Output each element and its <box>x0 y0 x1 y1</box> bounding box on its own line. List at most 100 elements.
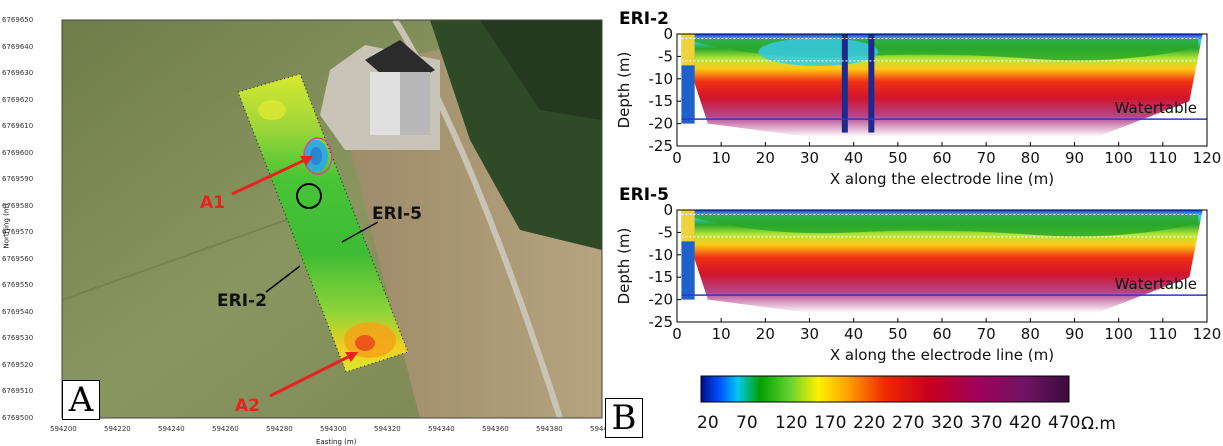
eri5-x-tick-label: 100 <box>1104 325 1133 343</box>
eri2-section: 0 10 20 30 40 50 60 70 80 90 100 110 120 0 -5 -10 -15 -20… <box>615 9 1222 188</box>
eri5-ylabel: Depth (m) <box>615 228 633 305</box>
eri2-x-tick-label: 30 <box>800 149 819 167</box>
panel-a-x-tick: 594280 <box>266 425 293 433</box>
label-eri2: ERI-2 <box>217 291 267 311</box>
eri5-x-tick-label: 80 <box>1021 325 1040 343</box>
eri5-x-tick-label: 120 <box>1193 325 1222 343</box>
eri2-y-tick-label: -20 <box>649 115 674 133</box>
marker-circle <box>296 183 322 209</box>
eri5-x-tick-label: 40 <box>844 325 863 343</box>
aerial-map <box>61 18 603 419</box>
eri2-xlabel: X along the electrode line (m) <box>830 170 1054 188</box>
panel-a-y-tick: 6769510 <box>2 387 34 396</box>
eri2-y-tick-label: -5 <box>658 47 673 65</box>
eri5-x-tick-label: 60 <box>932 325 951 343</box>
eri5-y-tick-label: -25 <box>649 313 674 331</box>
panel-a-x-tick: 594260 <box>212 425 239 433</box>
eri2-y-tick-label: -15 <box>649 92 674 110</box>
label-eri5: ERI-5 <box>372 204 422 224</box>
colorbar-tick-label: 120 <box>775 413 808 433</box>
panel-a-y-tick: 6769640 <box>2 42 34 51</box>
panel-a-y-tick: 6769600 <box>2 148 34 157</box>
panel-a-ylabel: Northing (m) <box>2 203 11 249</box>
eri2-x-tick-label: 0 <box>672 149 682 167</box>
panel-a-y-tick: 6769590 <box>2 175 34 184</box>
colorbar-tick-label: 270 <box>892 413 925 433</box>
panel-a-y-tick: 6769530 <box>2 334 34 343</box>
colorbar-tick-label: 420 <box>1009 413 1042 433</box>
eri5-x-tick-label: 20 <box>756 325 775 343</box>
eri5-green-band <box>690 214 1199 237</box>
panel-a-y-tick: 6769620 <box>2 95 34 104</box>
panel-a-x-tick: 594340 <box>428 425 455 433</box>
panel-a-x-tick: 594300 <box>320 425 347 433</box>
panel-a-x-tick: 594320 <box>374 425 401 433</box>
eri2-x-tick-label: 70 <box>977 149 996 167</box>
panel-b-letter: B <box>605 398 643 438</box>
arrow-a1 <box>231 156 313 196</box>
arrow-eri5 <box>341 221 379 243</box>
colorbar-tick-label: 470 <box>1048 413 1081 433</box>
eri2-x-tick-label: 110 <box>1149 149 1178 167</box>
eri5-y-tick-label: -5 <box>658 223 673 241</box>
eri-survey-strip <box>237 73 409 373</box>
colorbar-tick-label: 220 <box>853 413 886 433</box>
eri2-well-2 <box>868 34 875 133</box>
panel-a-letter: A <box>62 380 100 420</box>
eri2-borehole-log-top <box>681 34 695 66</box>
label-a1: A1 <box>200 193 225 213</box>
eri2-x-tick-label: 10 <box>712 149 731 167</box>
panel-a-x-tick: 594200 <box>50 425 77 433</box>
colorbar-tick-label: 70 <box>736 413 758 433</box>
panel-a-y-tick: 6769500 <box>2 414 34 422</box>
eri2-x-tick-label: 60 <box>932 149 951 167</box>
eri5-x-tick-label: 110 <box>1149 325 1178 343</box>
panel-a-y-tick: 6769570 <box>2 228 34 237</box>
arrow-eri2 <box>265 265 301 293</box>
panel-a-x-tick: 594240 <box>158 425 185 433</box>
eri5-watertable-label: Watertable <box>1115 275 1197 293</box>
arrow-a2 <box>269 352 358 398</box>
panel-a-xlabel: Easting (m) <box>316 438 357 446</box>
panel-a-y-tick: 6769560 <box>2 254 34 263</box>
eri2-x-tick-label: 20 <box>756 149 775 167</box>
eri2-x-tick-label: 100 <box>1104 149 1133 167</box>
eri5-y-tick-label: -15 <box>649 268 674 286</box>
eri2-x-tick-label: 90 <box>1065 149 1084 167</box>
eri2-title: ERI-2 <box>619 9 669 29</box>
panel-a-y-tick: 6769650 <box>2 16 34 24</box>
eri2-x-tick-label: 50 <box>888 149 907 167</box>
eri2-low-zone <box>758 37 879 66</box>
eri5-y-tick-label: -10 <box>649 246 674 264</box>
eri2-well-1 <box>841 34 848 133</box>
eri5-xlabel: X along the electrode line (m) <box>830 346 1054 364</box>
panel-a-x-tick: 594400 <box>590 425 617 433</box>
eri5-title: ERI-5 <box>619 185 669 205</box>
eri2-y-tick-label: 0 <box>663 25 673 43</box>
eri5-x-tick-label: 10 <box>712 325 731 343</box>
eri5-y-tick-label: -20 <box>649 291 674 309</box>
panel-a-map: 6769650 6769640 6769630 6769620 6769610 67696… <box>0 0 617 446</box>
panel-a-y-tick: 6769550 <box>2 281 34 290</box>
label-a2: A2 <box>235 396 260 416</box>
eri2-y-tick-label: -25 <box>649 137 674 155</box>
eri5-section: 0 10 20 30 40 50 60 70 80 90 100 110 120 0 -5 -10 -15 -20… <box>615 185 1222 364</box>
eri2-ylabel: Depth (m) <box>615 52 633 129</box>
eri5-y-tick-label: 0 <box>663 201 673 219</box>
eri5-x-tick-label: 50 <box>888 325 907 343</box>
colorbar-tick-label: 170 <box>814 413 847 433</box>
eri5-x-tick-label: 90 <box>1065 325 1084 343</box>
colorbar-tick-label: 370 <box>970 413 1003 433</box>
eri5-x-tick-label: 70 <box>977 325 996 343</box>
panel-a-x-tick: 594360 <box>482 425 509 433</box>
panel-a-y-tick: 6769630 <box>2 69 34 78</box>
panel-a-x-tick: 594220 <box>104 425 131 433</box>
eri2-y-tick-label: -10 <box>649 70 674 88</box>
colorbar-unit: Ω.m <box>1081 414 1116 434</box>
eri2-x-tick-label: 120 <box>1193 149 1222 167</box>
panel-a-y-tick: 6769540 <box>2 307 34 316</box>
eri5-x-tick-label: 0 <box>672 325 682 343</box>
colorbar-tick-label: 20 <box>697 413 719 433</box>
panel-a-y-tick: 6769520 <box>2 360 34 369</box>
eri5-borehole-log-top <box>681 210 695 242</box>
